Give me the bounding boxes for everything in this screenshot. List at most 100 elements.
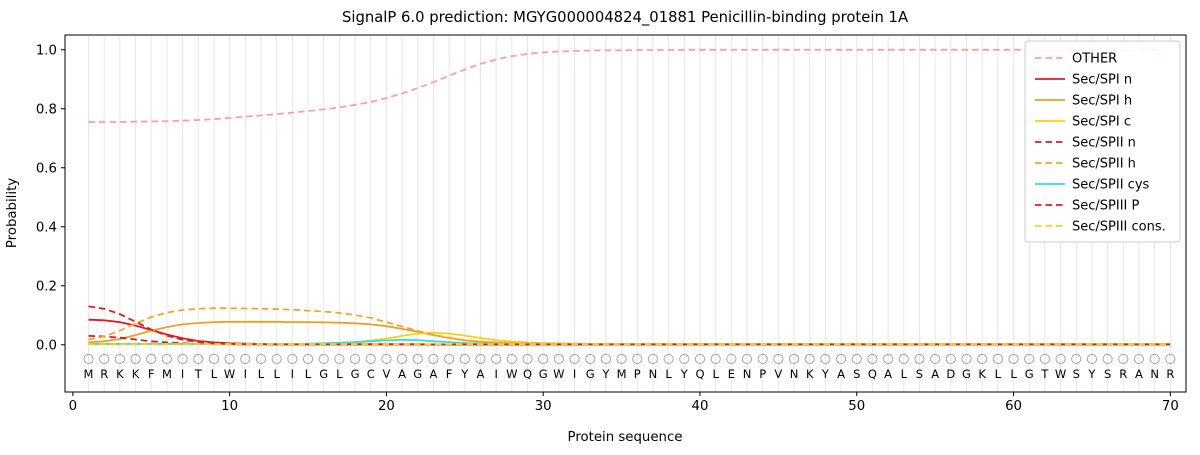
- residue-marker: [710, 353, 721, 365]
- residue-marker: [146, 353, 157, 365]
- residue-letter: F: [148, 367, 155, 381]
- residue-letter: L: [901, 367, 908, 381]
- residue-marker: [365, 353, 376, 365]
- residue-letter: M: [617, 367, 627, 381]
- residue-marker: [585, 353, 596, 365]
- legend-item-label: Sec/SPI h: [1072, 94, 1132, 109]
- x-tick-label: 10: [221, 399, 238, 414]
- residue-marker: [1133, 353, 1145, 365]
- y-tick-label: 0.8: [36, 102, 57, 117]
- residue-marker: [945, 353, 956, 365]
- residue-letter: F: [446, 367, 453, 381]
- residue-letter: L: [273, 367, 280, 381]
- residue-marker: [349, 353, 361, 365]
- residue-marker: [240, 353, 251, 365]
- residue-marker: [271, 353, 282, 365]
- residue-marker: [193, 353, 204, 365]
- residue-letter: N: [1150, 367, 1159, 381]
- residue-letter: Y: [601, 367, 610, 381]
- residue-marker: [334, 353, 345, 365]
- residue-letter: L: [258, 367, 265, 381]
- residue-marker: [177, 353, 188, 365]
- residue-letter: K: [116, 367, 124, 381]
- residue-marker: [804, 353, 815, 365]
- residue-marker: [726, 353, 737, 365]
- residue-marker: [302, 353, 314, 365]
- residue-letter: A: [1135, 367, 1143, 381]
- residue-letter: I: [244, 367, 247, 381]
- residue-letter: P: [634, 367, 641, 381]
- plot-border: [64, 34, 1187, 393]
- residue-letter: L: [1010, 367, 1017, 381]
- residue-marker: [647, 353, 659, 365]
- residue-marker: [412, 353, 423, 365]
- residue-marker: [538, 353, 549, 365]
- residue-letter: W: [506, 367, 517, 381]
- y-tick-label: 1.0: [36, 43, 57, 58]
- residue-marker: [83, 353, 94, 365]
- residue-marker: [914, 353, 925, 365]
- residue-marker: [851, 353, 862, 365]
- residue-letter: A: [837, 367, 845, 381]
- residue-letter: R: [100, 367, 108, 381]
- residue-letter: Y: [460, 367, 469, 381]
- residue-marker: [1071, 353, 1082, 365]
- residue-letter: L: [305, 367, 312, 381]
- residue-marker: [757, 353, 768, 365]
- x-tick-label: 50: [848, 399, 865, 414]
- legend-item-label: Sec/SPII cys: [1072, 178, 1150, 193]
- residue-letter: N: [743, 367, 752, 381]
- residue-letter: Q: [695, 367, 704, 381]
- residue-letter: K: [806, 367, 814, 381]
- residue-marker: [977, 353, 988, 365]
- residue-letter: T: [194, 367, 203, 381]
- residue-letter: P: [759, 367, 766, 381]
- residue-marker: [883, 353, 894, 365]
- residue-letter: G: [413, 367, 422, 381]
- residue-marker: [1102, 353, 1113, 365]
- residue-letter: E: [728, 367, 735, 381]
- residue-marker: [867, 353, 878, 365]
- legend-item-label: Sec/SPIII cons.: [1072, 220, 1166, 235]
- residue-marker: [835, 353, 847, 365]
- plot-background: [65, 35, 1186, 392]
- residue-marker: [161, 353, 173, 365]
- residue-letter: L: [665, 367, 672, 381]
- residue-marker: [1055, 353, 1066, 365]
- residue-letter: G: [1025, 367, 1034, 381]
- legend: OTHER Sec/SPI n Sec/SPI h Sec/SPI c Sec/SPII…: [1024, 40, 1181, 243]
- residue-marker: [1118, 353, 1129, 365]
- x-tick-label: 0: [69, 399, 77, 414]
- residue-letter: N: [790, 367, 799, 381]
- residue-letter: G: [539, 367, 548, 381]
- residue-marker: [475, 353, 486, 365]
- residue-letter: L: [336, 367, 343, 381]
- residue-letter: G: [962, 367, 971, 381]
- residue-letter: K: [132, 367, 140, 381]
- residue-marker: [1086, 353, 1098, 365]
- residue-letter: W: [553, 367, 564, 381]
- residue-marker: [224, 353, 235, 365]
- residue-letter: W: [224, 367, 235, 381]
- x-tick-label: 70: [1162, 399, 1179, 414]
- residue-marker: [506, 353, 517, 365]
- residue-letter: K: [978, 367, 986, 381]
- residue-marker: [788, 353, 800, 365]
- residue-letter: G: [319, 367, 328, 381]
- residue-marker: [663, 353, 674, 365]
- residue-marker: [99, 353, 110, 365]
- residue-letter: G: [586, 367, 595, 381]
- residue-letter: S: [853, 367, 860, 381]
- residue-letter: V: [774, 367, 782, 381]
- residue-letter: A: [884, 367, 892, 381]
- residue-letter: N: [649, 367, 658, 381]
- residue-marker: [130, 353, 141, 365]
- residue-marker: [898, 353, 909, 365]
- residue-marker: [930, 353, 941, 365]
- residue-marker: [694, 353, 706, 365]
- chart-title: SignalP 6.0 prediction: MGYG000004824_01…: [342, 9, 908, 26]
- residue-marker: [616, 353, 627, 365]
- residue-marker: [961, 353, 972, 365]
